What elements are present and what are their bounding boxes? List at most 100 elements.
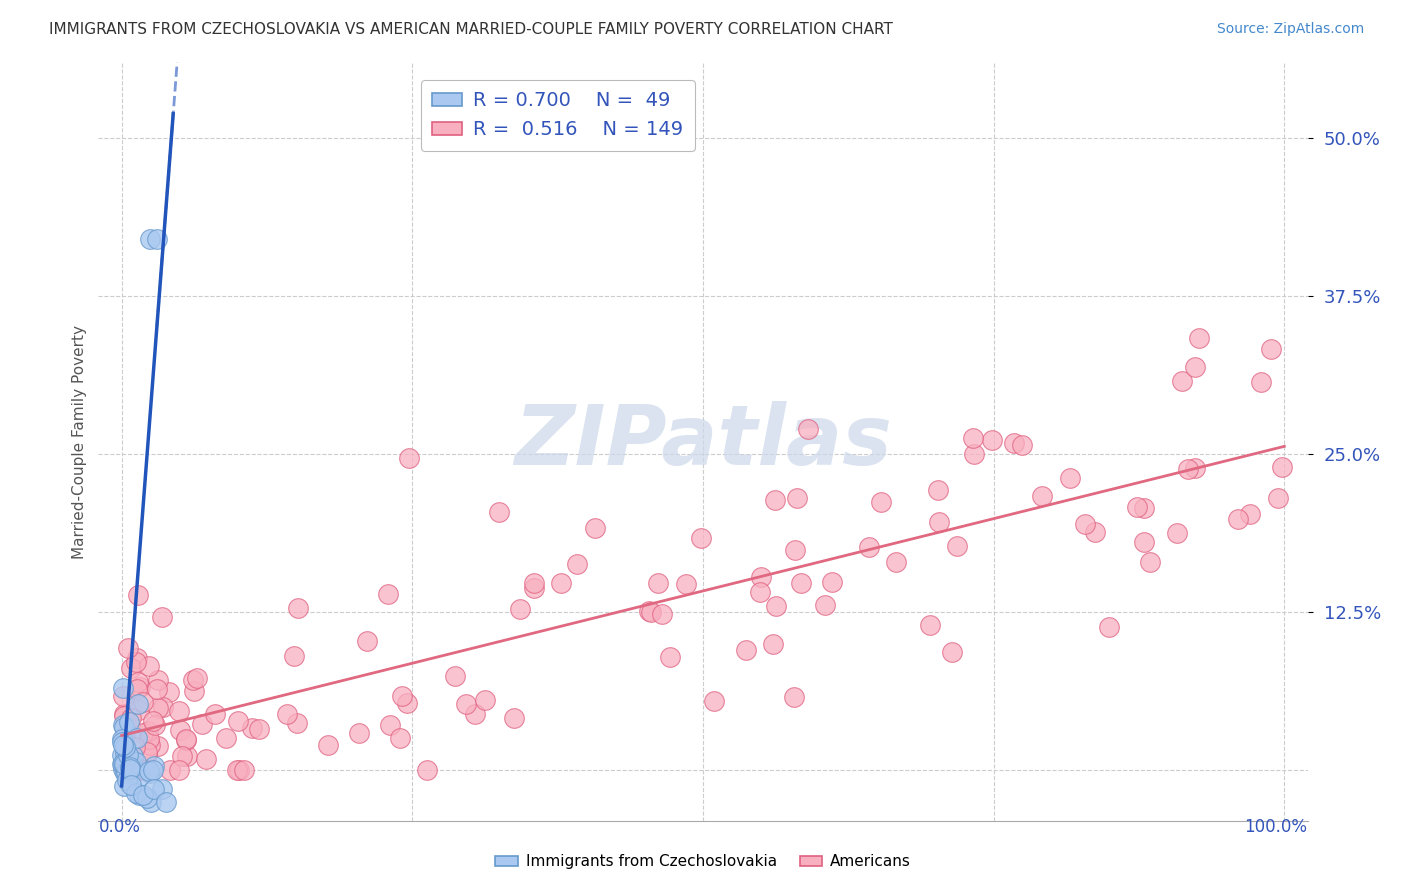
- Point: [702, 694, 724, 708]
- Point: [416, 763, 439, 777]
- Point: [1184, 460, 1206, 475]
- Point: [647, 576, 669, 591]
- Point: [240, 721, 263, 735]
- Point: [226, 714, 249, 728]
- Point: [349, 725, 371, 739]
- Point: [186, 671, 208, 685]
- Point: [114, 746, 136, 760]
- Point: [204, 706, 226, 721]
- Point: [1239, 508, 1261, 522]
- Text: ZIPatlas: ZIPatlas: [515, 401, 891, 482]
- Point: [941, 644, 963, 658]
- Text: Source: ZipAtlas.com: Source: ZipAtlas.com: [1216, 22, 1364, 37]
- Point: [120, 778, 142, 792]
- Point: [763, 492, 786, 507]
- Point: [128, 789, 150, 803]
- Point: [583, 521, 606, 535]
- Point: [125, 681, 148, 696]
- Point: [127, 697, 149, 711]
- Point: [132, 695, 155, 709]
- Point: [117, 748, 139, 763]
- Point: [1126, 500, 1149, 514]
- Point: [139, 795, 162, 809]
- Point: [565, 557, 588, 571]
- Point: [112, 681, 135, 695]
- Point: [120, 756, 142, 770]
- Point: [138, 764, 160, 779]
- Point: [122, 761, 145, 775]
- Point: [962, 431, 984, 445]
- Point: [1166, 526, 1188, 541]
- Point: [1188, 331, 1211, 345]
- Point: [283, 648, 305, 663]
- Point: [1084, 525, 1107, 540]
- Point: [117, 763, 139, 777]
- Point: [488, 505, 510, 519]
- Point: [1271, 460, 1294, 475]
- Point: [117, 641, 139, 656]
- Point: [377, 587, 399, 601]
- Point: [111, 735, 134, 749]
- Point: [658, 650, 681, 665]
- Point: [1059, 471, 1081, 485]
- Point: [789, 576, 811, 591]
- Point: [114, 739, 136, 754]
- Point: [112, 690, 135, 704]
- Point: [797, 421, 820, 435]
- Point: [762, 638, 785, 652]
- Point: [134, 763, 156, 777]
- Point: [114, 728, 136, 742]
- Point: [115, 761, 138, 775]
- Point: [176, 749, 198, 764]
- Point: [1267, 491, 1289, 505]
- Legend: R = 0.700    N =  49, R =  0.516    N = 149: R = 0.700 N = 49, R = 0.516 N = 149: [420, 79, 695, 151]
- Point: [228, 763, 250, 777]
- Point: [120, 763, 142, 777]
- Point: [115, 764, 138, 779]
- Point: [117, 714, 139, 729]
- Point: [117, 773, 139, 788]
- Point: [120, 762, 142, 776]
- Point: [870, 494, 893, 508]
- Point: [136, 745, 159, 759]
- Point: [155, 795, 177, 809]
- Text: IMMIGRANTS FROM CZECHOSLOVAKIA VS AMERICAN MARRIED-COUPLE FAMILY POVERTY CORRELA: IMMIGRANTS FROM CZECHOSLOVAKIA VS AMERIC…: [49, 22, 893, 37]
- Point: [136, 791, 159, 805]
- Point: [152, 699, 174, 714]
- Point: [150, 610, 173, 624]
- Point: [131, 789, 153, 803]
- Point: [131, 763, 153, 777]
- Point: [111, 748, 134, 763]
- Point: [287, 600, 309, 615]
- Y-axis label: Married-Couple Family Poverty: Married-Couple Family Poverty: [72, 325, 87, 558]
- Point: [1184, 360, 1206, 375]
- Point: [167, 763, 190, 777]
- Point: [1074, 517, 1097, 532]
- Point: [148, 701, 170, 715]
- Point: [395, 696, 418, 710]
- Point: [884, 555, 907, 569]
- Point: [174, 732, 197, 747]
- Point: [112, 707, 135, 722]
- Point: [138, 738, 160, 752]
- Point: [114, 765, 136, 780]
- Point: [523, 576, 546, 591]
- Point: [502, 711, 524, 725]
- Point: [858, 540, 880, 554]
- Point: [1098, 620, 1121, 634]
- Point: [1139, 555, 1161, 569]
- Point: [920, 618, 942, 632]
- Point: [1002, 435, 1025, 450]
- Point: [1250, 375, 1272, 389]
- Point: [122, 749, 145, 764]
- Point: [380, 718, 402, 732]
- Point: [120, 767, 142, 781]
- Point: [145, 232, 167, 246]
- Point: [132, 726, 155, 740]
- Point: [135, 763, 157, 777]
- Point: [118, 763, 141, 777]
- Text: 100.0%: 100.0%: [1244, 818, 1308, 836]
- Point: [148, 673, 170, 688]
- Point: [120, 661, 142, 675]
- Point: [523, 581, 546, 595]
